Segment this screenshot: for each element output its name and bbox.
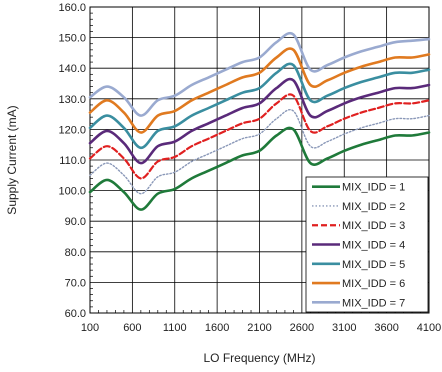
- legend-label: MIX_IDD = 1: [342, 182, 405, 194]
- series-line-mix-idd-1: [88, 126, 431, 211]
- series-line-mix-idd-5: [88, 62, 431, 150]
- series-line-mix-idd-4: [88, 77, 431, 165]
- y-tick-label: 70.0: [65, 277, 86, 289]
- series-lines: [88, 31, 431, 211]
- x-axis-title: LO Frequency (MHz): [203, 351, 315, 365]
- x-tick-label: 600: [123, 322, 141, 334]
- series-line-mix-idd-7: [88, 31, 431, 117]
- y-axis-ticks: 60.0 70.0 80.0 90.0 100.0 110.0 120.0 130.0 140.…: [58, 2, 93, 320]
- legend-label: MIX_IDD = 7: [342, 297, 405, 309]
- x-tick-label: 3600: [374, 322, 398, 334]
- legend-label: MIX_IDD = 6: [342, 278, 405, 290]
- x-tick-label: 100: [81, 322, 99, 334]
- legend: MIX_IDD = 1 MIX_IDD = 2 MIX_IDD = 3 MIX_IDD…: [305, 176, 429, 313]
- x-tick-label: 1600: [205, 322, 229, 334]
- series-line-mix-idd-2: [89, 109, 430, 195]
- legend-label: MIX_IDD = 4: [342, 240, 405, 252]
- y-axis-title: Supply Current (mA): [5, 105, 19, 214]
- y-tick-label: 100.0: [58, 186, 86, 198]
- y-tick-label: 110.0: [59, 155, 86, 167]
- x-tick-label: 4100: [417, 322, 441, 334]
- y-tick-label: 80.0: [65, 247, 86, 259]
- x-tick-label: 2600: [290, 322, 314, 334]
- x-tick-label: 1100: [163, 322, 187, 334]
- y-tick-label: 150.0: [58, 33, 86, 45]
- series-line-mix-idd-3: [88, 93, 431, 180]
- y-tick-label: 60.0: [65, 308, 86, 320]
- y-tick-label: 130.0: [58, 94, 86, 106]
- series-line-mix-idd-6: [88, 47, 431, 134]
- x-tick-label: 3100: [332, 322, 356, 334]
- y-tick-label: 160.0: [58, 2, 86, 14]
- x-tick-label: 2100: [247, 322, 271, 334]
- y-tick-label: 140.0: [58, 63, 86, 75]
- y-tick-label: 90.0: [65, 216, 86, 228]
- legend-label: MIX_IDD = 2: [342, 201, 405, 213]
- grid: [89, 6, 430, 314]
- y-tick-label: 120.0: [58, 124, 86, 136]
- legend-label: MIX_IDD = 3: [342, 220, 405, 232]
- x-axis-ticks: 100 600 1100 1600 2100 2600 3100 3600 4100: [81, 310, 441, 334]
- legend-label: MIX_IDD = 5: [342, 259, 405, 271]
